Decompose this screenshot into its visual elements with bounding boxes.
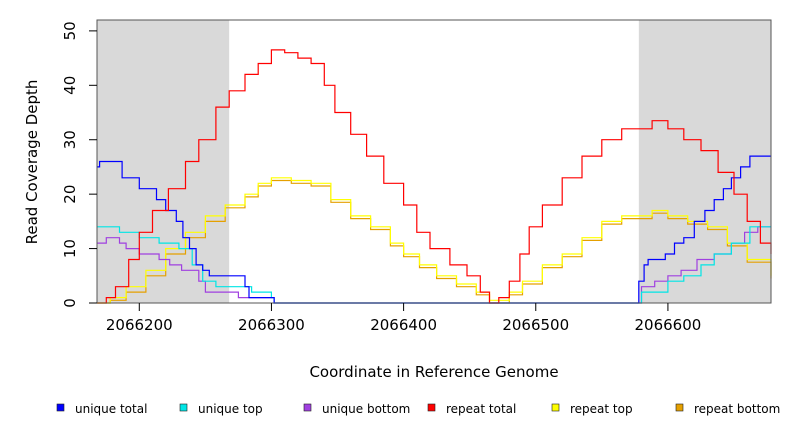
y-tick-label: 0 — [61, 298, 79, 308]
y-tick-label: 30 — [61, 130, 79, 149]
legend-label: unique top — [198, 402, 263, 416]
legend-swatch — [56, 403, 65, 412]
series-unique-total — [97, 155, 771, 304]
y-axis: 0 10 20 30 40 50 — [61, 21, 97, 308]
y-tick-label: 10 — [61, 239, 79, 258]
legend-swatch — [427, 403, 436, 412]
legend: unique total unique top unique bottom repea… — [56, 402, 780, 416]
y-tick-label: 50 — [61, 21, 79, 40]
legend-label: repeat total — [446, 402, 516, 416]
x-axis: 2066200 2066300 2066400 2066500 2066600 — [106, 303, 701, 334]
legend-swatch — [675, 403, 684, 412]
legend-swatch — [179, 403, 188, 412]
legend-swatch — [551, 403, 560, 412]
x-tick-label: 2066500 — [502, 316, 569, 334]
x-tick-label: 2066300 — [238, 316, 305, 334]
series-repeat-total — [97, 49, 772, 304]
legend-label: repeat top — [570, 402, 633, 416]
x-tick-label: 2066200 — [106, 316, 173, 334]
x-tick-label: 2066400 — [370, 316, 437, 334]
legend-label: unique total — [75, 402, 147, 416]
shaded-region-2 — [638, 20, 771, 303]
series-lines — [97, 49, 772, 304]
plot-frame — [96, 19, 772, 304]
y-tick-label: 40 — [61, 76, 79, 95]
y-tick-label: 20 — [61, 185, 79, 204]
x-axis-title: Coordinate in Reference Genome — [309, 363, 558, 381]
shaded-regions — [97, 20, 771, 303]
series-repeat-top — [97, 177, 772, 304]
legend-label: unique bottom — [322, 402, 410, 416]
x-tick-label: 2066600 — [635, 316, 702, 334]
legend-swatch — [303, 403, 312, 412]
y-axis-title: Read Coverage Depth — [23, 80, 41, 245]
legend-label: repeat bottom — [694, 402, 780, 416]
